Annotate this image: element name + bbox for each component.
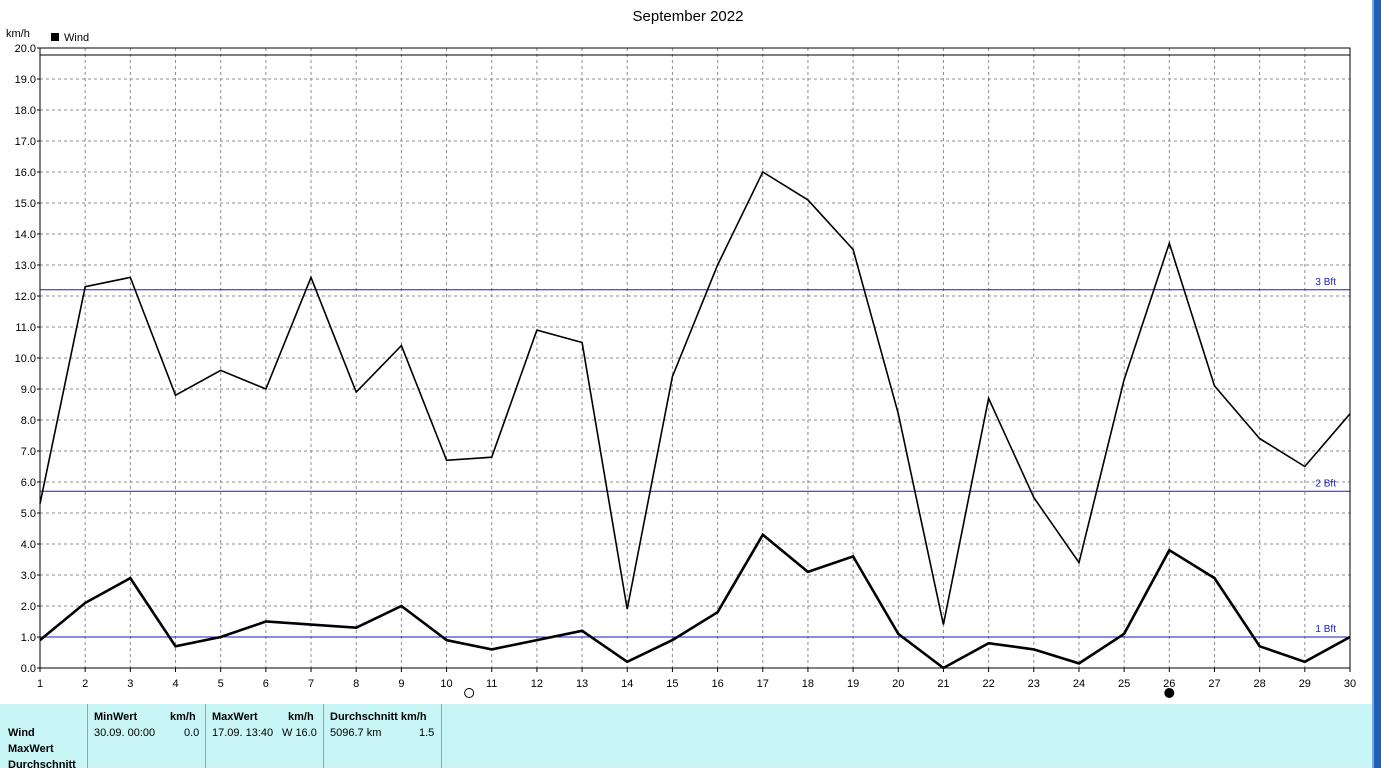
- x-tick-label: 19: [847, 678, 859, 690]
- y-tick-label: 20.0: [15, 43, 36, 55]
- reference-label: 2 Bft: [1315, 478, 1336, 489]
- x-tick-label: 25: [1118, 678, 1130, 690]
- y-tick-label: 17.0: [15, 136, 36, 148]
- chart-title: September 2022: [633, 8, 744, 25]
- x-tick-label: 15: [666, 678, 678, 690]
- max-column: MaxWert km/h 17.09. 13:40 W 16.0: [206, 704, 324, 768]
- x-tick-label: 3: [127, 678, 133, 690]
- x-tick-label: 29: [1299, 678, 1311, 690]
- x-tick-label: 7: [308, 678, 314, 690]
- min-value: 0.0: [184, 727, 199, 739]
- max-unit: km/h: [288, 711, 314, 723]
- x-tick-label: 5: [218, 678, 224, 690]
- x-tick-label: 21: [937, 678, 949, 690]
- y-tick-label: 14.0: [15, 229, 36, 241]
- min-column: MinWert km/h 30.09. 00:00 0.0: [88, 704, 206, 768]
- grid: [40, 48, 1350, 668]
- legend-label: Wind: [64, 32, 89, 44]
- y-tick-label: 6.0: [21, 477, 36, 489]
- y-tick-label: 1.0: [21, 632, 36, 644]
- moon-phases: [465, 689, 1174, 698]
- x-tick-label: 28: [1254, 678, 1266, 690]
- x-tick-label: 17: [757, 678, 769, 690]
- avg-column: Durchschnitt km/h 5096.7 km 1.5: [324, 704, 442, 768]
- x-tick-label: 18: [802, 678, 814, 690]
- y-tick-label: 19.0: [15, 74, 36, 86]
- y-tick-label: 16.0: [15, 167, 36, 179]
- x-tick-label: 10: [440, 678, 452, 690]
- y-tick-label: 3.0: [21, 570, 36, 582]
- wind-chart: September 2022 km/h Wind 0.0 1.0 2.0 3.0 4.0…: [0, 0, 1372, 704]
- window-edge: [1372, 0, 1381, 768]
- x-tick-label: 4: [172, 678, 178, 690]
- x-tick-label: 16: [711, 678, 723, 690]
- y-tick-label: 5.0: [21, 508, 36, 520]
- avg-value: 1.5: [419, 727, 434, 739]
- max-date: 17.09. 13:40: [212, 727, 273, 739]
- x-tick-label: 1: [37, 678, 43, 690]
- reference-lines: 3 Bft 2 Bft 1 Bft: [40, 277, 1350, 637]
- min-header: MinWert: [94, 711, 137, 723]
- y-tick-label: 4.0: [21, 539, 36, 551]
- min-date: 30.09. 00:00: [94, 727, 155, 739]
- x-tick-label: 27: [1208, 678, 1220, 690]
- y-tick-label: 13.0: [15, 260, 36, 272]
- x-tick-label: 11: [486, 678, 497, 690]
- x-tick-label: 12: [531, 678, 543, 690]
- x-tick-label: 22: [982, 678, 994, 690]
- y-tick-label: 9.0: [21, 384, 36, 396]
- y-tick-label: 7.0: [21, 446, 36, 458]
- avg-distance: 5096.7 km: [330, 727, 381, 739]
- x-tick-label: 8: [353, 678, 359, 690]
- x-tick-label: 2: [82, 678, 88, 690]
- y-tick-label: 15.0: [15, 198, 36, 210]
- full-moon-icon: [465, 689, 474, 698]
- max-header: MaxWert: [212, 711, 258, 723]
- avg-header: Durchschnitt km/h: [330, 711, 427, 723]
- y-tick-label: 10.0: [15, 353, 36, 365]
- new-moon-icon: [1165, 689, 1174, 698]
- x-tick-label: 9: [398, 678, 404, 690]
- y-tick-label: 12.0: [15, 291, 36, 303]
- y-tick-label: 11.0: [15, 322, 36, 334]
- y-tick-label: 8.0: [21, 415, 36, 427]
- max-value: W 16.0: [282, 727, 317, 739]
- label-column: [0, 704, 88, 768]
- x-tick-label: 14: [621, 678, 633, 690]
- x-tick-label: 13: [576, 678, 588, 690]
- y-tick-label: 0.0: [21, 663, 36, 675]
- series-line-maxwert: [40, 172, 1350, 625]
- series-line-durchschnitt: [40, 535, 1350, 668]
- y-tick-label: 18.0: [15, 105, 36, 117]
- y-axis-ticks: 0.0 1.0 2.0 3.0 4.0 5.0 6.0 7.0 8.0 9.0 10.0 11.0 12…: [15, 43, 40, 675]
- legend-swatch: [51, 33, 59, 41]
- x-tick-label: 23: [1028, 678, 1040, 690]
- x-tick-label: 24: [1073, 678, 1085, 690]
- reference-label: 1 Bft: [1315, 624, 1336, 635]
- reference-label: 3 Bft: [1315, 277, 1336, 288]
- y-unit-label: km/h: [6, 28, 30, 40]
- x-tick-label: 20: [892, 678, 904, 690]
- min-unit: km/h: [170, 711, 196, 723]
- x-tick-label: 6: [263, 678, 269, 690]
- stats-panel: Wind MaxWert Durchschnitt MinWert km/h 3…: [0, 704, 1381, 768]
- y-tick-label: 2.0: [21, 601, 36, 613]
- x-tick-label: 30: [1344, 678, 1356, 690]
